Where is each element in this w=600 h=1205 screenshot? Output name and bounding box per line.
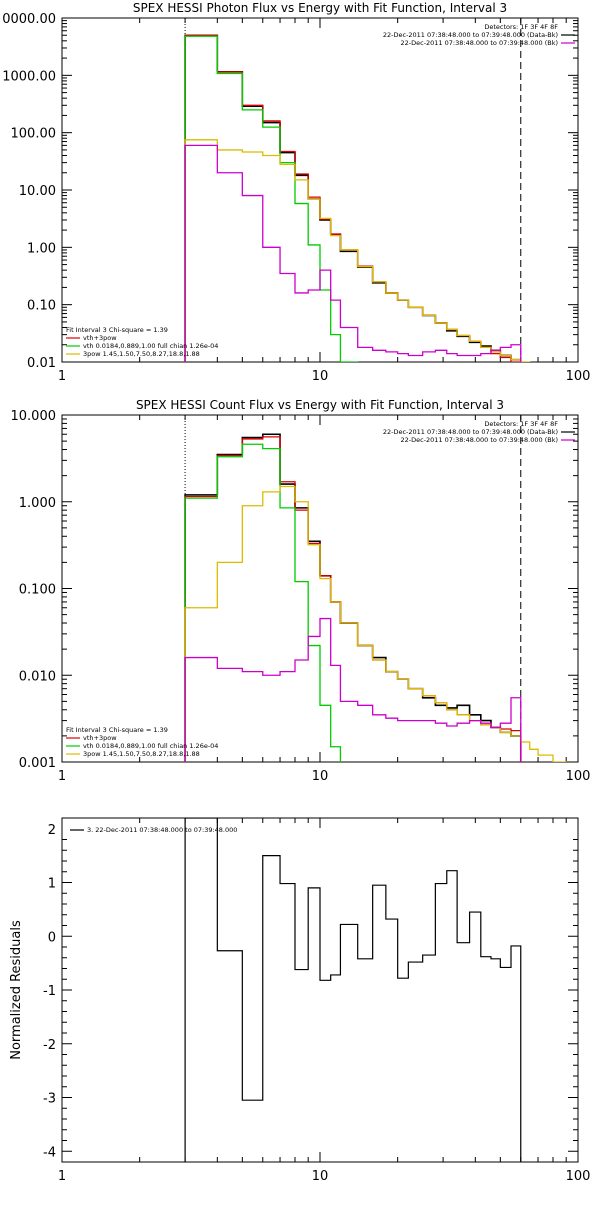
x-tick-label: 1 bbox=[58, 769, 66, 784]
legend-fit-entry: vth+3pow bbox=[83, 734, 117, 742]
plot-frame bbox=[61, 17, 579, 363]
series-data-bk bbox=[184, 34, 522, 362]
series-vth bbox=[184, 443, 342, 762]
chart-panel-2 bbox=[61, 414, 579, 763]
y-tick-label: -2 bbox=[43, 1038, 56, 1053]
plot-frame bbox=[61, 414, 579, 763]
chart-panel-1 bbox=[61, 17, 579, 363]
plot-frame bbox=[61, 817, 579, 1163]
series-bk bbox=[184, 617, 522, 762]
legend-fit-entry: 3pow 1.45,1.50,7.50,8.27,18.8,1.88 bbox=[83, 750, 200, 758]
legend-fit-header: Fit Interval 3 Chi-square = 1.39 bbox=[66, 726, 168, 734]
y-tick-label: 100.00 bbox=[11, 127, 57, 142]
legend-fit-entry: vth 0.0184,0.889,1.00 full chian 1.26e-0… bbox=[83, 742, 218, 750]
data-layer bbox=[184, 818, 522, 1162]
x-tick-label: 1 bbox=[58, 369, 66, 384]
series-3pow bbox=[184, 485, 567, 762]
data-layer bbox=[184, 415, 567, 762]
series-data-bk bbox=[184, 433, 522, 762]
y-tick-label: 1.000 bbox=[19, 496, 56, 511]
y-tick-label: 0.010 bbox=[19, 669, 56, 684]
series-residuals bbox=[184, 818, 522, 1162]
legend-top-entry: 22-Dec-2011 07:38:48.000 to 07:39:48.000… bbox=[401, 436, 559, 444]
y-tick-label: 0000.00 bbox=[2, 12, 56, 27]
legend-top-entry: 22-Dec-2011 07:38:48.000 to 07:39:48.000… bbox=[383, 428, 558, 436]
y-tick-label: 0.001 bbox=[19, 756, 56, 771]
x-tick-label: 10 bbox=[312, 769, 329, 784]
x-tick-label: 10 bbox=[312, 1169, 329, 1184]
x-tick-label: 10 bbox=[312, 369, 329, 384]
x-tick-label: 1 bbox=[58, 1169, 66, 1184]
series-bk bbox=[184, 144, 522, 362]
y-tick-label: -1 bbox=[43, 984, 56, 999]
y-tick-label: 10.000 bbox=[11, 409, 57, 424]
y-tick-label: 0 bbox=[48, 930, 56, 945]
chart-title: SPEX HESSI Count Flux vs Energy with Fit… bbox=[136, 398, 504, 412]
legend-interval-entry: 3. 22-Dec-2011 07:38:48.000 to 07:39:48.… bbox=[87, 826, 237, 834]
legend-fit-header: Fit Interval 3 Chi-square = 1.39 bbox=[66, 326, 168, 334]
y-tick-label: 1.00 bbox=[27, 241, 56, 256]
y-tick-label: 1 bbox=[48, 877, 56, 892]
legend-detectors: Detectors: 1F 3F 4F 8F bbox=[484, 420, 558, 428]
x-tick-label: 100 bbox=[566, 369, 591, 384]
y-tick-label: 10.00 bbox=[19, 184, 56, 199]
y-tick-label: 0.10 bbox=[27, 299, 56, 314]
y-tick-label: 1000.00 bbox=[2, 69, 56, 84]
legend-detectors: Detectors: 1F 3F 4F 8F bbox=[484, 23, 558, 31]
series-vth-3pow bbox=[184, 34, 522, 362]
legend-fit-entry: 3pow 1.45,1.50,7.50,8.27,18.8,1.88 bbox=[83, 350, 200, 358]
legend-fit-entry: vth+3pow bbox=[83, 334, 117, 342]
legend-top-entry: 22-Dec-2011 07:38:48.000 to 07:39:48.000… bbox=[401, 39, 559, 47]
chart-panel-3 bbox=[61, 817, 579, 1163]
series-vth bbox=[184, 35, 359, 362]
series-3pow bbox=[184, 139, 531, 362]
y-tick-label: -3 bbox=[43, 1092, 56, 1107]
y-tick-label: 0.100 bbox=[19, 583, 56, 598]
y-axis-label: Normalized Residuals bbox=[9, 920, 24, 1060]
x-tick-label: 100 bbox=[566, 1169, 591, 1184]
data-layer bbox=[184, 18, 531, 362]
legend-top-entry: 22-Dec-2011 07:38:48.000 to 07:39:48.000… bbox=[383, 31, 558, 39]
y-tick-label: -4 bbox=[43, 1145, 56, 1160]
legend-fit-entry: vth 0.0184,0.889,1.00 full chian 1.26e-0… bbox=[83, 342, 218, 350]
y-tick-label: 0.01 bbox=[27, 356, 56, 371]
x-tick-label: 100 bbox=[566, 769, 591, 784]
chart-title: SPEX HESSI Photon Flux vs Energy with Fi… bbox=[133, 1, 507, 15]
y-tick-label: 2 bbox=[48, 823, 56, 838]
